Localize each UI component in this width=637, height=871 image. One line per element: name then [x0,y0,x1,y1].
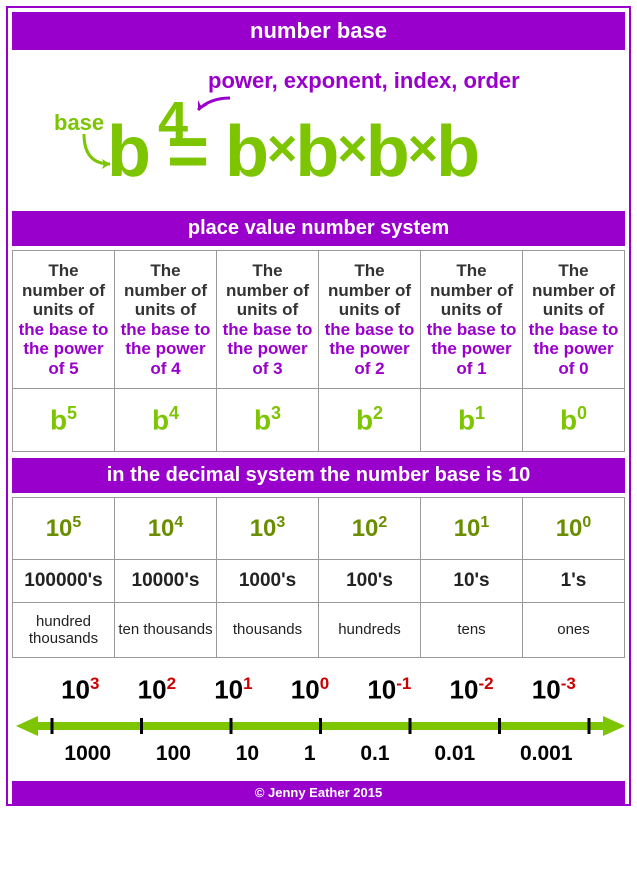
table-cell: 100 [523,497,625,559]
exponent-diagram: power, exponent, index, order base 4 b =… [12,54,625,209]
numline-value: 100 [156,742,191,766]
table-cell: 103 [217,497,319,559]
place-value-banner: place value number system [12,211,625,246]
table-cell: b2 [319,389,421,451]
table-cell: ones [523,602,625,657]
poster-container: number base power, exponent, index, orde… [6,6,631,806]
title-banner: number base [12,12,625,50]
table-cell: The number of units ofthe base to the po… [13,251,115,389]
table-cell: b1 [421,389,523,451]
numline-value: 1000 [64,742,111,766]
numline-value: 0.1 [360,742,389,766]
table-cell: The number of units ofthe base to the po… [421,251,523,389]
numline-power: 10-2 [450,674,494,706]
table-cell: b0 [523,389,625,451]
table-cell: The number of units ofthe base to the po… [217,251,319,389]
number-line-values: 1000 100 10 1 0.1 0.01 0.001 [12,742,625,766]
table-cell: 10000's [115,559,217,602]
decimal-table: 105104103102101100 100000's10000's1000's… [12,497,625,658]
expression: b = b×b×b×b [107,116,478,188]
table-row: 100000's10000's1000's100's10's1's [13,559,625,602]
table-cell: 1's [523,559,625,602]
decimal-banner: in the decimal system the number base is… [12,458,625,493]
table-cell: The number of units ofthe base to the po… [115,251,217,389]
numline-value: 10 [236,742,259,766]
numline-value: 0.001 [520,742,573,766]
table-cell: b4 [115,389,217,451]
table-cell: ten thousands [115,602,217,657]
table-cell: 100's [319,559,421,602]
table-row: 105104103102101100 [13,497,625,559]
table-row: hundred thousandsten thousandsthousandsh… [13,602,625,657]
table-cell: 10's [421,559,523,602]
table-cell: 100000's [13,559,115,602]
numline-power: 10-1 [367,674,411,706]
numline-power: 101 [214,674,252,706]
numline-value: 1 [304,742,316,766]
table-cell: 105 [13,497,115,559]
place-value-table: The number of units ofthe base to the po… [12,250,625,452]
table-cell: The number of units ofthe base to the po… [319,251,421,389]
table-cell: 101 [421,497,523,559]
table-cell: 102 [319,497,421,559]
table-cell: thousands [217,602,319,657]
table-cell: The number of units ofthe base to the po… [523,251,625,389]
number-line-exponents: 103 102 101 100 10-1 10-2 10-3 [12,674,625,706]
table-row: b5b4b3b2b1b0 [13,389,625,451]
number-line: 10310210110010-110-210-3 10001001010.10.… [12,664,625,779]
numline-power: 103 [61,674,99,706]
table-cell: 104 [115,497,217,559]
table-cell: hundreds [319,602,421,657]
number-line-arrow [12,712,629,742]
numline-power: 102 [138,674,176,706]
table-cell: 1000's [217,559,319,602]
numline-value: 0.01 [434,742,475,766]
table-cell: b3 [217,389,319,451]
table-cell: b5 [13,389,115,451]
footer-banner: © Jenny Eather 2015 [12,781,625,804]
table-cell: hundred thousands [13,602,115,657]
numline-power: 100 [291,674,329,706]
table-cell: tens [421,602,523,657]
numline-power: 10-3 [532,674,576,706]
table-row: The number of units ofthe base to the po… [13,251,625,389]
